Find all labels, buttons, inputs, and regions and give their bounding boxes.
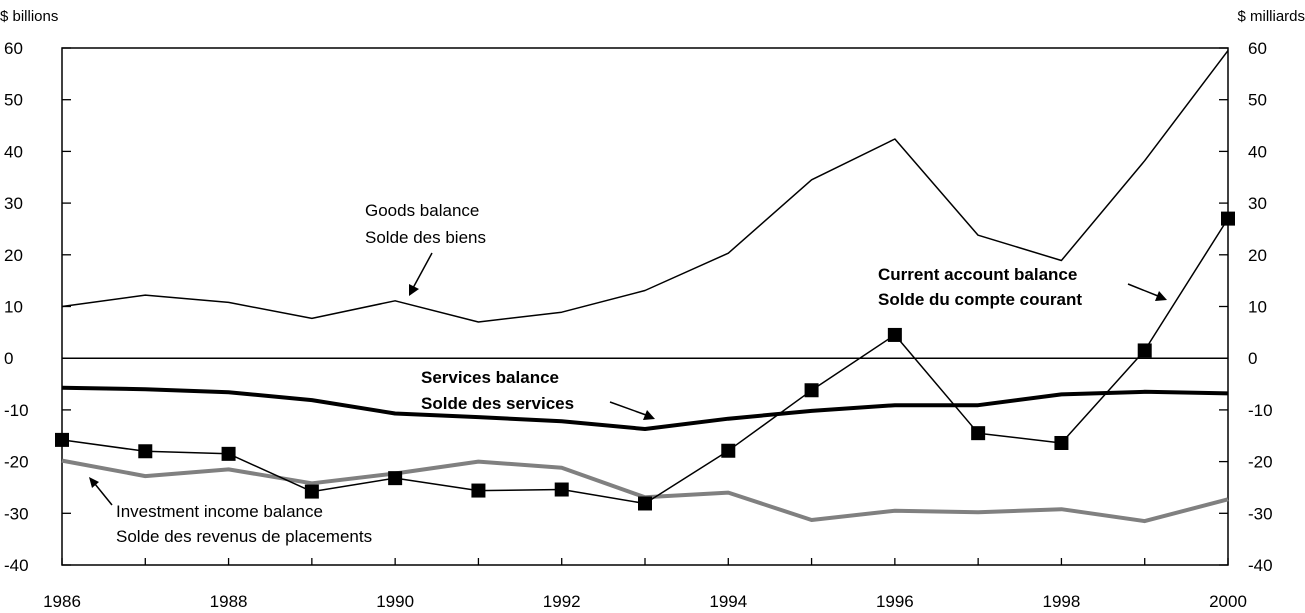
x-tick-label: 1986 xyxy=(43,592,81,611)
y-tick-label-right: -40 xyxy=(1248,556,1273,575)
y-tick-label-right: -10 xyxy=(1248,401,1273,420)
series-layer xyxy=(55,50,1235,524)
current-point xyxy=(804,383,819,398)
x-tick-label: 2000 xyxy=(1209,592,1247,611)
y-tick-label-right: 60 xyxy=(1248,39,1267,58)
y-tick-label-right: 0 xyxy=(1248,349,1257,368)
investment-label-fr: Solde des revenus de placements xyxy=(116,527,372,546)
y-ticks-right: 60 50 40 30 20 10 0 -10 -20 -30 -40 xyxy=(1219,39,1273,575)
current-point xyxy=(1221,211,1235,226)
y-tick-label-right: 50 xyxy=(1248,91,1267,110)
current-point xyxy=(1054,435,1069,450)
current-label-fr: Solde du compte courant xyxy=(878,290,1082,309)
services-arrow xyxy=(609,401,655,420)
current-point xyxy=(388,471,403,486)
left-unit-label: $ billions xyxy=(0,8,58,25)
x-tick-label: 1996 xyxy=(876,592,914,611)
current-point xyxy=(887,327,902,342)
x-tick-label: 1998 xyxy=(1043,592,1081,611)
current-point xyxy=(721,443,736,458)
current-point xyxy=(1137,343,1152,358)
y-tick-label-left: -10 xyxy=(4,401,29,420)
goods-label-fr: Solde des biens xyxy=(365,228,486,247)
x-ticks: 1986 1988 1990 1992 1994 1996 1998 2000 xyxy=(43,558,1247,611)
y-ticks-left: 60 50 40 30 20 10 0 -10 -20 -30 -40 xyxy=(4,39,71,575)
y-tick-label-left: 10 xyxy=(4,298,23,317)
current-point xyxy=(971,426,986,441)
y-tick-label-right: 20 xyxy=(1248,246,1267,265)
current-point xyxy=(55,432,69,447)
current-label-en: Current account balance xyxy=(878,265,1077,284)
current-arrow xyxy=(1127,283,1167,301)
x-tick-label: 1990 xyxy=(376,592,414,611)
services-label-en: Services balance xyxy=(421,368,559,387)
y-tick-label-right: -30 xyxy=(1248,504,1273,523)
investment-arrow xyxy=(89,477,113,506)
services-series-line xyxy=(61,385,1229,431)
current-point xyxy=(638,496,652,511)
y-tick-label-left: -30 xyxy=(4,504,29,523)
current-point xyxy=(221,446,236,461)
y-tick-label-left: 20 xyxy=(4,246,23,265)
goods-arrow xyxy=(409,252,433,296)
goods-label-en: Goods balance xyxy=(365,201,479,220)
y-tick-label-left: 0 xyxy=(4,349,13,368)
current-point xyxy=(138,444,153,459)
services-label-fr: Solde des services xyxy=(421,394,574,413)
y-tick-label-left: 30 xyxy=(4,194,23,213)
y-tick-label-left: 40 xyxy=(4,142,23,161)
y-tick-label-left: -40 xyxy=(4,556,29,575)
current-point xyxy=(304,484,319,499)
x-tick-label: 1994 xyxy=(709,592,747,611)
y-tick-label-left: 60 xyxy=(4,39,23,58)
y-tick-label-left: 50 xyxy=(4,91,23,110)
investment-label-en: Investment income balance xyxy=(116,502,323,521)
current-point xyxy=(554,482,569,497)
goods-series-line xyxy=(61,50,1229,323)
y-tick-label-right: 30 xyxy=(1248,194,1267,213)
x-tick-label: 1988 xyxy=(210,592,248,611)
y-tick-label-left: -20 xyxy=(4,453,29,472)
current-point xyxy=(471,483,486,498)
y-tick-label-right: -20 xyxy=(1248,453,1273,472)
current-series-line xyxy=(61,218,1229,505)
y-tick-label-right: 10 xyxy=(1248,298,1267,317)
right-unit-label: $ milliards xyxy=(1237,8,1305,25)
y-tick-label-right: 40 xyxy=(1248,142,1267,161)
x-tick-label: 1992 xyxy=(543,592,581,611)
